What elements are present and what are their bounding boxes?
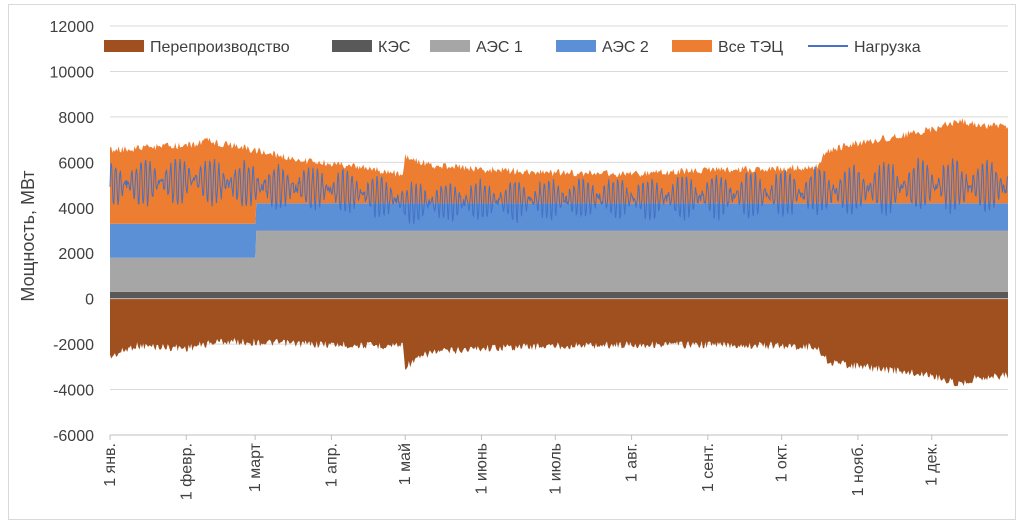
y-tick-label: -2000 [53, 337, 94, 354]
legend-swatch [430, 40, 470, 52]
y-tick-label: -6000 [53, 428, 94, 445]
x-tick-label: 1 февр. [178, 443, 195, 500]
legend-label: Все ТЭЦ [718, 39, 783, 56]
series-line-load [109, 157, 1009, 224]
legend-item-aes1: АЭС 1 [430, 39, 523, 56]
series-area-aes2 [110, 203, 1008, 258]
legend-label: АЭС 1 [476, 39, 523, 56]
y-axis: -6000 -4000 -2000 0 2000 4000 6000 8000 10000 120… [50, 19, 95, 445]
series-area-kes [110, 291, 1008, 299]
legend-item-overproduction: Перепроизводство [104, 39, 290, 56]
legend-item-all-chp: Все ТЭЦ [672, 39, 783, 56]
x-tick-label: 1 дек. [924, 443, 941, 486]
x-tick-label: 1 май [397, 443, 414, 485]
y-axis-label: Мощность, МВт [18, 170, 38, 301]
legend-item-aes2: АЭС 2 [556, 39, 649, 56]
y-tick-label: -4000 [53, 383, 94, 400]
legend-swatch [332, 40, 372, 52]
y-tick-label: 4000 [58, 201, 94, 218]
x-tick-label: 1 авг. [624, 443, 641, 482]
legend-swatch [556, 40, 596, 52]
legend-label: КЭС [378, 39, 410, 56]
series-area-all-chp [110, 118, 1008, 224]
x-tick-label: 1 июль [547, 443, 564, 495]
x-tick-label: 1 апр. [323, 443, 340, 487]
series-area-aes1 [110, 230, 1008, 292]
legend: Перепроизводство КЭС АЭС 1 АЭС 2 Все ТЭЦ Нагр… [104, 39, 921, 56]
y-tick-label: 10000 [50, 64, 95, 81]
x-tick-label: 1 окт. [774, 443, 791, 482]
y-tick-label: 8000 [58, 110, 94, 127]
series-areas [110, 118, 1008, 387]
x-tick-label: 1 июнь [474, 443, 491, 494]
x-tick-label: 1 март [247, 442, 264, 492]
legend-item-load: Нагрузка [808, 39, 921, 56]
series-area-overproduction [110, 298, 1008, 387]
x-tick-label: 1 нояб. [850, 443, 867, 496]
y-tick-label: 12000 [50, 19, 95, 36]
x-tick-label: 1 янв. [102, 443, 119, 487]
x-tick-label: 1 сент. [700, 443, 717, 492]
y-tick-label: 6000 [58, 155, 94, 172]
y-tick-label: 0 [85, 292, 94, 309]
series-lines [109, 157, 1009, 300]
legend-label: Нагрузка [854, 39, 921, 56]
legend-label: Перепроизводство [150, 39, 290, 56]
legend-swatch [104, 40, 144, 52]
y-tick-label: 2000 [58, 246, 94, 263]
x-axis: 1 янв. 1 февр. 1 март 1 апр. 1 май 1 июнь 1 ию… [102, 434, 1008, 500]
legend-swatch [672, 40, 712, 52]
legend-item-kes: КЭС [332, 39, 410, 56]
legend-label: АЭС 2 [602, 39, 649, 56]
